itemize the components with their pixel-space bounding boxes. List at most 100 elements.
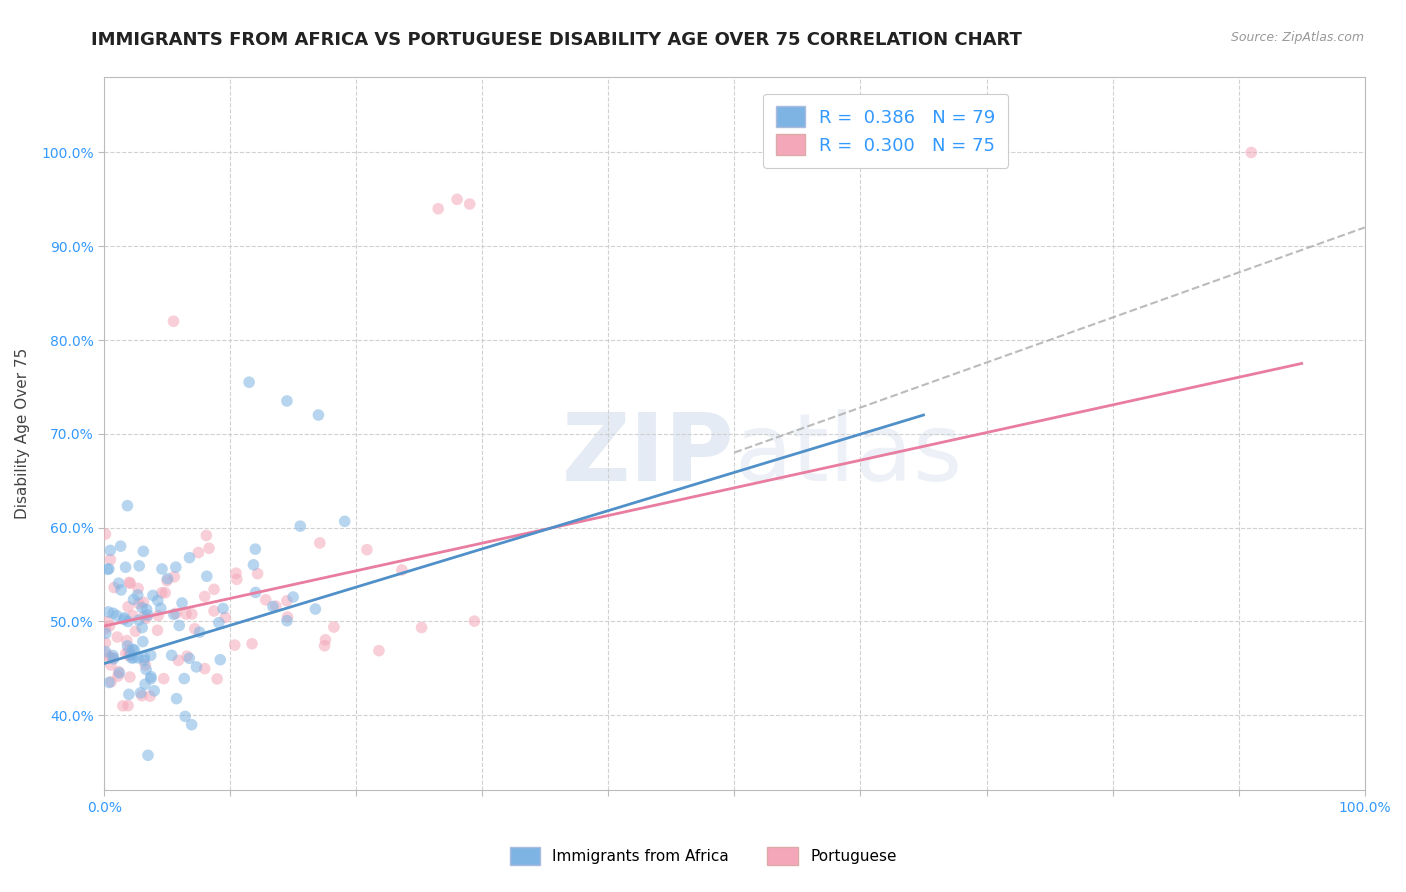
Point [225, 566, 247, 581]
Text: Source: ZipAtlas.com: Source: ZipAtlas.com [1230, 31, 1364, 45]
Point [122, 651, 145, 665]
Point [186, 660, 208, 674]
Point [162, 314, 184, 328]
Point [165, 607, 187, 621]
Point [111, 698, 134, 713]
Point [128, 613, 150, 627]
Point [110, 539, 132, 553]
Point [1240, 145, 1263, 160]
Point [176, 649, 198, 664]
Point [120, 576, 142, 591]
Point [212, 601, 235, 615]
Legend: R =  0.386   N = 79, R =  0.300   N = 75: R = 0.386 N = 79, R = 0.300 N = 75 [763, 94, 1008, 168]
Point [103, 652, 125, 666]
Point [170, 596, 193, 610]
Point [187, 545, 209, 559]
Point [110, 582, 132, 597]
Point [97, 605, 120, 619]
Point [180, 607, 202, 621]
Point [307, 408, 329, 422]
Point [121, 608, 143, 623]
Point [167, 618, 190, 632]
Point [115, 647, 138, 661]
Point [118, 575, 141, 590]
Point [139, 689, 162, 703]
Point [245, 542, 267, 557]
Point [463, 614, 485, 628]
Point [117, 615, 139, 629]
Point [214, 610, 236, 624]
Point [127, 650, 149, 665]
Point [135, 611, 157, 625]
Point [124, 643, 146, 657]
Point [103, 651, 125, 665]
Point [103, 581, 125, 595]
Point [117, 499, 139, 513]
Point [98, 543, 121, 558]
Point [152, 672, 174, 686]
Point [131, 600, 153, 615]
Point [139, 672, 162, 686]
Point [276, 394, 298, 409]
Point [195, 528, 218, 542]
Point [107, 665, 129, 679]
Point [411, 621, 433, 635]
Point [195, 569, 218, 583]
Point [314, 639, 336, 653]
Point [118, 687, 141, 701]
Point [149, 601, 172, 615]
Point [290, 519, 312, 533]
Point [167, 653, 190, 667]
Point [322, 620, 344, 634]
Point [122, 592, 145, 607]
Point [180, 717, 202, 731]
Point [112, 612, 135, 626]
Point [160, 648, 183, 663]
Point [136, 748, 159, 763]
Point [368, 643, 391, 657]
Point [98, 650, 121, 665]
Point [276, 614, 298, 628]
Point [183, 622, 205, 636]
Point [94, 636, 117, 650]
Point [135, 663, 157, 677]
Point [124, 624, 146, 639]
Point [458, 197, 481, 211]
Point [150, 586, 173, 600]
Point [202, 604, 225, 618]
Point [121, 642, 143, 657]
Point [96, 648, 118, 662]
Point [245, 585, 267, 599]
Point [254, 592, 277, 607]
Point [281, 590, 304, 604]
Point [105, 630, 128, 644]
Text: IMMIGRANTS FROM AFRICA VS PORTUGUESE DISABILITY AGE OVER 75 CORRELATION CHART: IMMIGRANTS FROM AFRICA VS PORTUGUESE DIS… [91, 31, 1022, 49]
Point [173, 672, 195, 686]
Point [114, 560, 136, 574]
Point [105, 608, 128, 623]
Point [264, 599, 287, 614]
Point [276, 594, 298, 608]
Point [156, 572, 179, 586]
Point [100, 658, 122, 673]
Point [165, 560, 187, 574]
Point [131, 621, 153, 635]
Point [148, 608, 170, 623]
Point [97, 562, 120, 576]
Point [163, 607, 186, 622]
Point [117, 698, 139, 713]
Point [198, 541, 221, 556]
Point [132, 634, 155, 648]
Point [139, 670, 162, 684]
Point [174, 709, 197, 723]
Legend: Immigrants from Africa, Portuguese: Immigrants from Africa, Portuguese [503, 841, 903, 871]
Point [117, 639, 139, 653]
Point [134, 609, 156, 624]
Point [142, 589, 165, 603]
Point [304, 602, 326, 616]
Point [118, 648, 141, 663]
Point [276, 610, 298, 624]
Point [139, 648, 162, 663]
Point [174, 607, 197, 621]
Point [166, 691, 188, 706]
